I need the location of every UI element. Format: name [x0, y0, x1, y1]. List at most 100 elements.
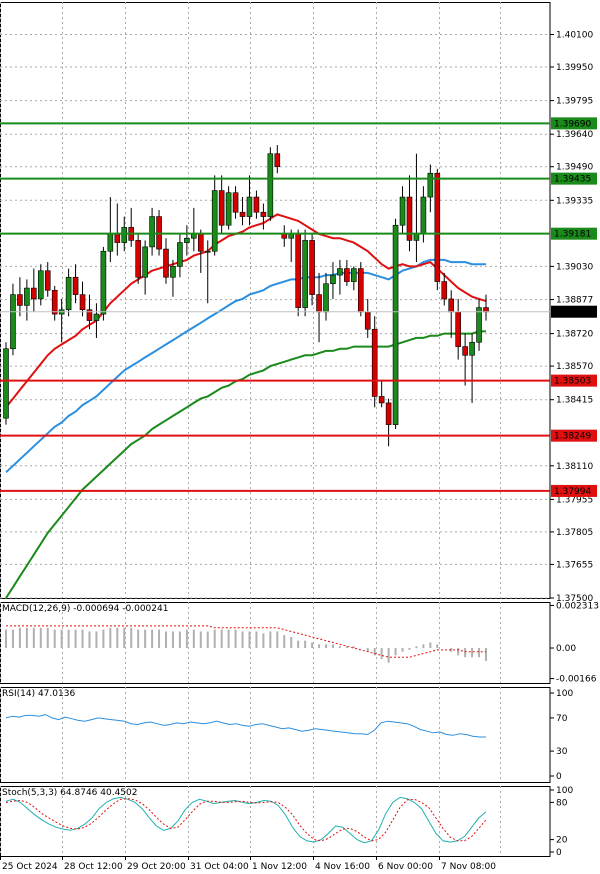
candle-body	[469, 341, 475, 356]
price-tick-label-14: 1.37655	[556, 560, 593, 570]
stoch-label: Stoch(5,3,3) 64.8746 40.4502	[2, 788, 137, 798]
candle-body	[392, 224, 399, 425]
candle-body	[302, 240, 308, 308]
candle-body	[142, 246, 148, 278]
candle-body	[274, 153, 281, 168]
level-badge-5	[551, 484, 597, 497]
candle-body	[309, 240, 315, 295]
level-label-3: 1.38503	[554, 377, 591, 387]
candle-body	[406, 196, 413, 241]
rsi-tick-label-0: 100	[556, 689, 573, 699]
candle-body	[455, 311, 461, 347]
candle-body	[100, 250, 107, 315]
candle-body	[462, 346, 468, 356]
candle-body	[72, 276, 79, 295]
candle-body	[378, 396, 385, 404]
candle-body	[448, 298, 455, 313]
rsi-label: RSI(14) 47.0136	[2, 689, 75, 699]
level-label-0: 1.39690	[554, 119, 591, 129]
candle-body	[17, 294, 23, 306]
candle-body	[371, 328, 378, 397]
candle-body	[218, 190, 225, 226]
price-tick-label-6: 1.39030	[556, 262, 593, 272]
stoch-tick-label-3: 0	[556, 848, 562, 858]
candle-body	[232, 192, 239, 213]
price-tick-label-8: 1.38720	[556, 330, 593, 340]
candle-body	[93, 313, 100, 321]
candle-body	[441, 281, 448, 300]
x-tick-label-0: 25 Oct 2024	[2, 862, 58, 872]
price-tick-label-9: 1.38570	[556, 362, 593, 372]
candle-body	[476, 307, 482, 343]
current-price-badge	[551, 305, 597, 318]
candle-body	[86, 309, 93, 321]
price-tick-label-2: 1.39795	[556, 97, 593, 107]
candle-body	[434, 172, 441, 282]
level-badge-0	[551, 117, 597, 130]
price-tick-label-4: 1.39490	[556, 163, 593, 173]
rsi-line	[5, 714, 486, 738]
candle-body	[351, 268, 357, 282]
stoch-tick-label-0: 100	[556, 786, 573, 796]
macd-signal-line	[6, 625, 486, 658]
price-tick-label-3: 1.39640	[556, 130, 593, 140]
candle-body	[239, 211, 246, 217]
candle-body	[399, 196, 406, 226]
candle-body	[330, 274, 336, 285]
candle-body	[31, 287, 37, 300]
candle-body	[246, 196, 253, 217]
price-tick-label-0: 1.40100	[556, 31, 593, 41]
candle-body	[337, 268, 343, 276]
candle-body	[225, 192, 232, 226]
macd-tick-label-1: 0.00	[556, 644, 576, 654]
candle-body	[197, 233, 204, 252]
level-badge-1	[551, 172, 597, 185]
price-tick-label-5: 1.39335	[556, 196, 593, 206]
ma-red-line	[5, 213, 487, 408]
candle-body	[344, 268, 350, 282]
candle-body	[170, 266, 176, 278]
stoch-tick-label-1: 80	[556, 798, 568, 808]
candle-body	[163, 248, 169, 278]
candle-body	[24, 287, 30, 306]
candle-body	[65, 276, 72, 311]
candle-body	[121, 227, 128, 243]
price-tick-label-10: 1.38415	[556, 396, 593, 406]
price-tick-label-12: 1.37955	[556, 495, 593, 505]
x-tick-label-1: 28 Oct 12:00	[64, 862, 123, 872]
price-tick-label-11: 1.38110	[556, 462, 593, 472]
macd-label: MACD(12,26,9) -0.000694 -0.000241	[2, 604, 168, 614]
price-tick-label-15: 1.37500	[556, 594, 593, 604]
stoch-d-line	[5, 798, 487, 842]
rsi-tick-label-1: 70	[556, 714, 568, 724]
stoch-k-line	[5, 796, 487, 844]
candle-body	[211, 190, 218, 252]
ma-green-line	[5, 330, 486, 599]
level-label-2: 1.39181	[554, 230, 591, 240]
candle-body	[267, 153, 274, 217]
candle-body	[385, 402, 392, 425]
ma-blue-line	[5, 258, 486, 474]
level-label-1: 1.39435	[554, 175, 591, 185]
level-badge-2	[551, 227, 597, 240]
x-tick-label-2: 29 Oct 20:00	[127, 862, 186, 872]
candle-body	[79, 294, 86, 311]
candle-body	[204, 250, 211, 253]
price-tick-label-7: 1.38877	[556, 296, 593, 306]
candle-body	[260, 211, 267, 217]
candle-body	[37, 270, 44, 300]
macd-tick-label-0: 0.002313	[556, 601, 599, 611]
candle-body	[413, 233, 420, 241]
candle-body	[427, 172, 434, 198]
candle-body	[3, 348, 9, 419]
price-tick-label-13: 1.37805	[556, 528, 593, 538]
x-tick-label-6: 6 Nov 00:00	[378, 862, 433, 872]
candle-body	[253, 196, 260, 213]
candle-body	[184, 237, 190, 243]
current-price-label: 1.38821	[554, 308, 591, 318]
level-label-5: 1.37994	[554, 487, 591, 497]
rsi-panel-frame	[0, 687, 551, 783]
candle-body	[357, 268, 364, 313]
candle-body	[295, 233, 301, 308]
